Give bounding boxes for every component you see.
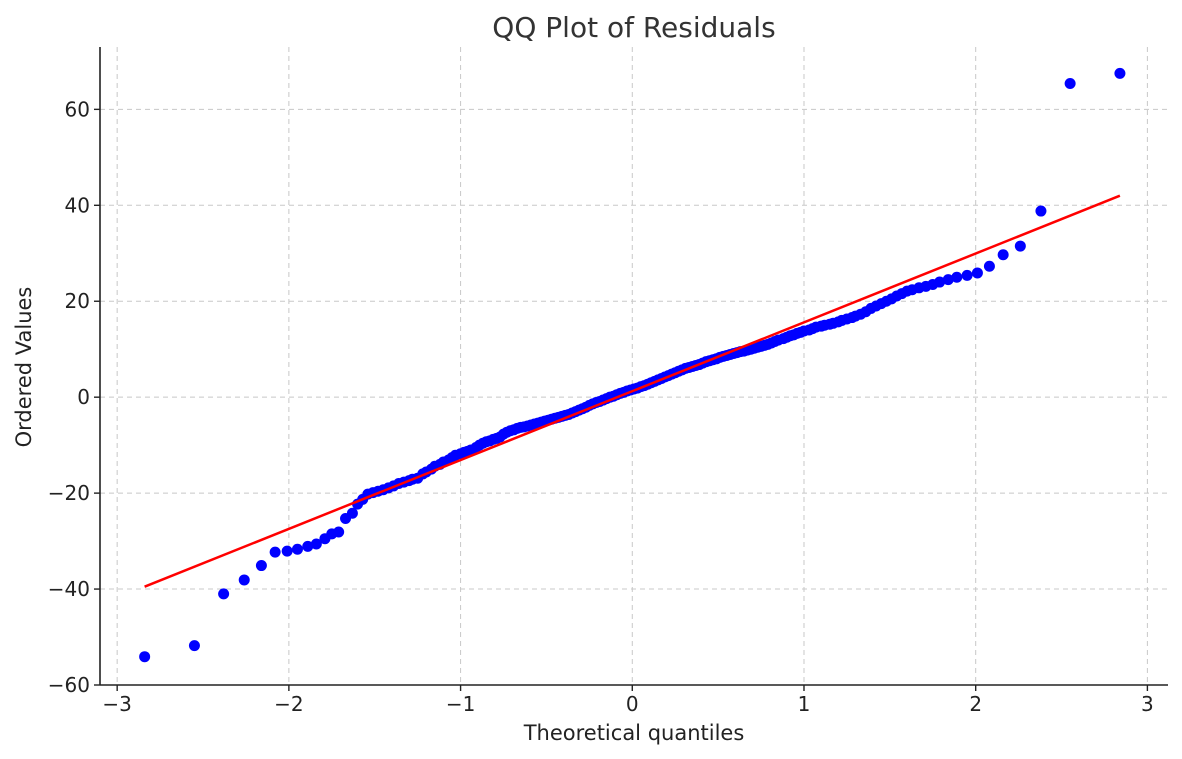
y-axis-title: Ordered Values (12, 287, 36, 448)
data-point (1035, 205, 1047, 217)
y-tick-label: 0 (77, 385, 90, 409)
grid (100, 47, 1168, 686)
x-tick-label: 3 (1141, 692, 1154, 716)
x-tick-label: −1 (446, 692, 475, 716)
data-point (302, 540, 314, 552)
data-point (997, 249, 1009, 261)
x-tick-label: −2 (274, 692, 303, 716)
axes (99, 47, 1168, 686)
data-point (238, 574, 250, 586)
x-tick-label: 1 (798, 692, 811, 716)
data-point (139, 651, 151, 663)
data-point (310, 538, 322, 550)
y-tick-label: 60 (65, 97, 90, 121)
x-axis-title: Theoretical quantiles (523, 721, 745, 745)
y-tick-label: 40 (65, 193, 90, 217)
data-point (333, 526, 345, 538)
data-point (269, 546, 281, 558)
ticks: −3 −2 −1 0 1 2 3 −60 −40 −20 0 20 40 60 (48, 97, 1154, 716)
data-point (188, 640, 200, 652)
x-tick-label: 2 (969, 692, 982, 716)
data-point (346, 507, 358, 519)
y-tick-label: −60 (48, 673, 90, 697)
data-point (255, 560, 267, 572)
data-point (983, 260, 995, 272)
y-tick-label: 20 (65, 289, 90, 313)
data-point (1014, 240, 1026, 252)
y-tick-label: −20 (48, 481, 90, 505)
x-tick-label: 0 (626, 692, 639, 716)
data-point (951, 271, 963, 283)
chart-title: QQ Plot of Residuals (492, 11, 775, 44)
data-point (961, 269, 973, 281)
y-tick-label: −40 (48, 577, 90, 601)
data-point (1114, 67, 1126, 79)
data-point (1064, 77, 1076, 89)
data-point (934, 276, 946, 288)
data-point (942, 274, 954, 286)
data-point (281, 545, 293, 557)
data-point (218, 588, 230, 600)
data-point (291, 543, 303, 555)
x-tick-label: −3 (102, 692, 131, 716)
data-series (139, 67, 1126, 663)
data-point (971, 267, 983, 279)
fit-line (144, 194, 1121, 588)
